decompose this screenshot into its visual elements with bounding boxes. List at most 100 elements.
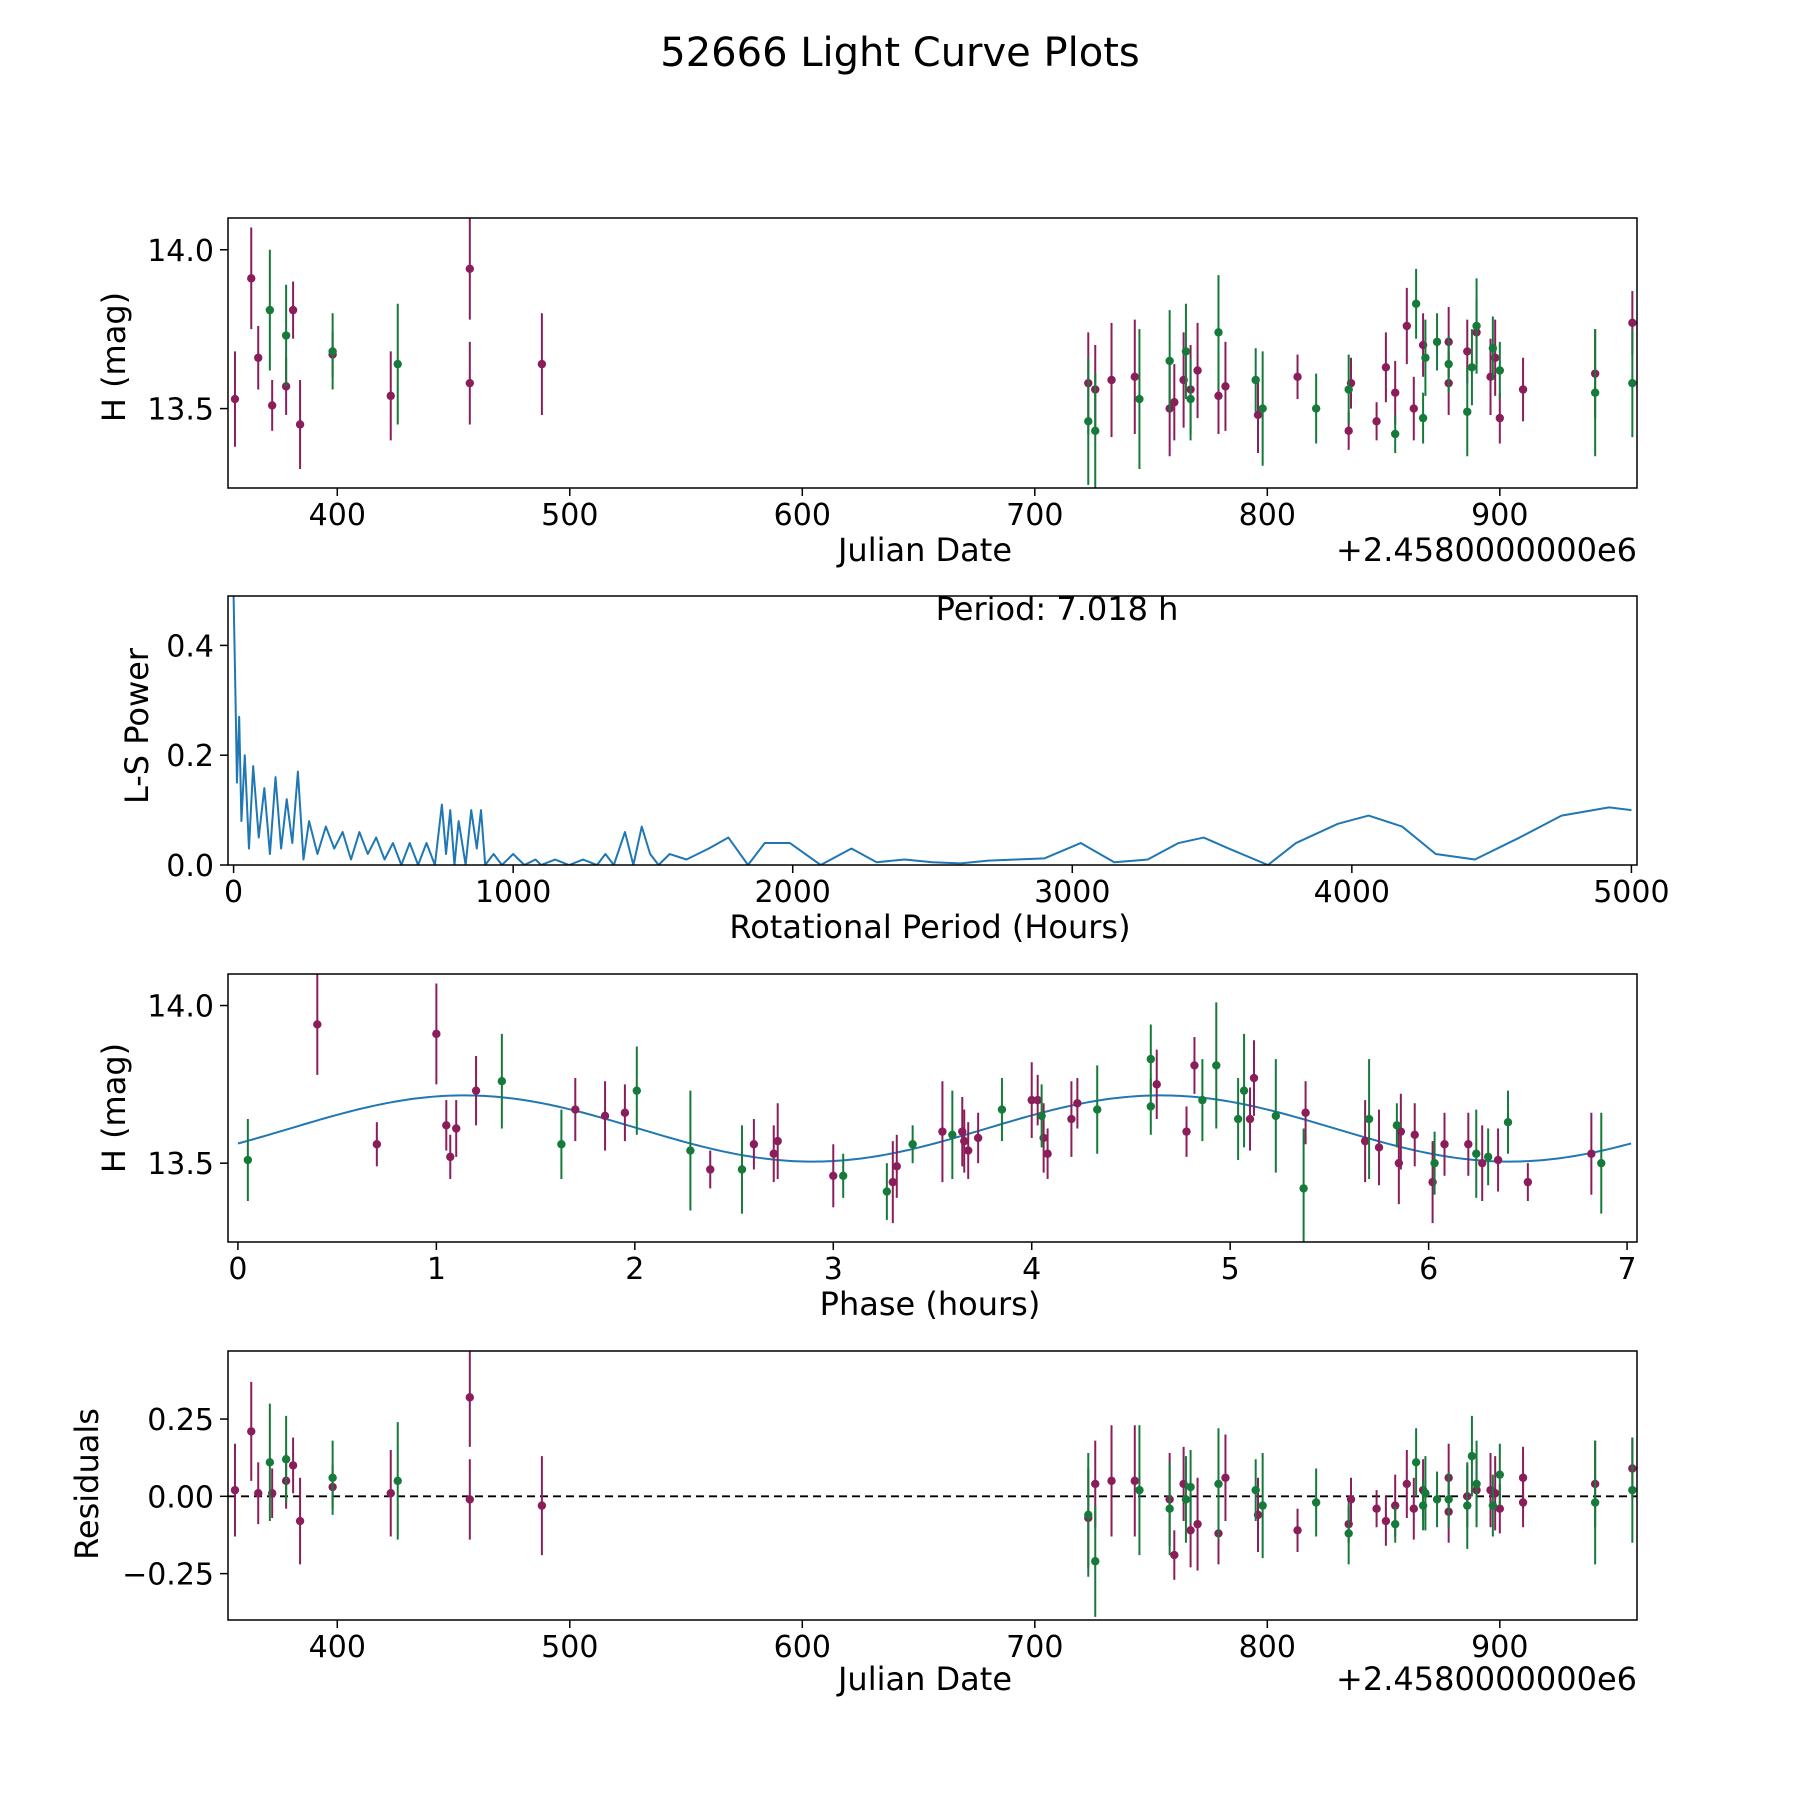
phased-light-curve-filter-b-point <box>1198 1095 1207 1105</box>
residuals-filter-a-point <box>254 1489 263 1498</box>
raw-light-curve-filter-b-point <box>281 331 291 340</box>
raw-light-curve-filter-a-point <box>465 378 475 388</box>
phased-light-curve-filter-b-point <box>1299 1184 1308 1193</box>
figure-title: 52666 Light Curve Plots <box>660 30 1139 76</box>
raw-light-curve-filter-a-point <box>267 401 277 410</box>
phased-light-curve-filter-a-point <box>1073 1099 1082 1108</box>
residuals-filter-b-point <box>328 1473 337 1482</box>
periodogram-xtick-label: 2000 <box>755 875 831 910</box>
raw-light-curve-filter-a-point <box>1402 321 1412 331</box>
raw-light-curve-filter-b-point <box>1186 394 1195 404</box>
phased-light-curve-filter-a-point <box>1245 1114 1255 1124</box>
phased-light-curve-filter-a-point <box>446 1152 455 1162</box>
periodogram-xtick-label: 3000 <box>1034 875 1110 910</box>
phased-light-curve-filter-a-point <box>571 1105 580 1114</box>
periodogram-ytick-label: 0.0 <box>166 849 214 884</box>
residuals-filter-b-point <box>1390 1519 1400 1529</box>
raw-light-curve-filter-b-point <box>1390 429 1400 439</box>
raw-light-curve-filter-b-point <box>1444 359 1453 369</box>
raw-light-curve-panel: H (mag) Julian Date +2.4580000000e6 <box>95 292 1637 569</box>
phased-light-curve-filter-a-point <box>1464 1140 1473 1149</box>
phased-light-curve-filter-b-point <box>1239 1086 1249 1095</box>
phased-light-curve-filter-a-point <box>1396 1127 1406 1136</box>
phased-light-curve-filter-b-point <box>243 1155 253 1165</box>
phased-light-curve-ytick-label: 14.0 <box>147 990 214 1025</box>
phased-light-curve-filter-a-point <box>1190 1061 1199 1070</box>
phased-light-curve-filter-b-point <box>632 1086 642 1095</box>
raw-light-curve-filter-a-point <box>1130 372 1139 382</box>
raw-light-curve-filter-b-point <box>1251 375 1260 385</box>
residuals-filter-b-point <box>1432 1495 1442 1504</box>
phased-light-curve-xtick-label: 0 <box>228 1252 247 1287</box>
phased-light-curve-filter-b-point <box>557 1140 566 1149</box>
residuals-ylabel: Residuals <box>68 1408 106 1560</box>
phased-light-curve-filter-a-point <box>773 1136 782 1146</box>
raw-light-curve-filter-a-point <box>537 359 547 369</box>
phased-light-curve-xtick-label: 1 <box>427 1252 446 1287</box>
raw-light-curve-filter-a-point <box>1214 391 1223 401</box>
phased-light-curve-filter-a-point <box>1152 1080 1161 1089</box>
raw-light-curve-filter-a-point <box>1381 363 1391 372</box>
residuals-filter-a-point <box>1409 1504 1418 1513</box>
raw-light-curve-filter-b-point <box>1411 299 1421 308</box>
phased-light-curve-filter-a-point <box>1440 1140 1449 1149</box>
periodogram-xtick-label: 1000 <box>475 875 551 910</box>
periodogram-panel: L-S Power Rotational Period (Hours) Peri… <box>118 590 1178 946</box>
phased-light-curve-filter-b-point <box>948 1130 957 1140</box>
phased-light-curve-filter-a-point <box>749 1140 759 1149</box>
residuals-filter-a-point <box>1495 1504 1505 1513</box>
phased-light-curve-filter-b-point <box>1483 1152 1493 1162</box>
residuals-filter-b-point <box>1590 1498 1600 1507</box>
phased-light-curve-filter-a-point <box>706 1165 715 1174</box>
phased-light-curve-xlabel: Phase (hours) <box>820 1285 1041 1323</box>
residuals-xlabel: Julian Date <box>836 1660 1012 1698</box>
raw-light-curve-xtick-label: 800 <box>1239 498 1296 533</box>
raw-light-curve-filter-b-point <box>265 305 275 315</box>
phased-light-curve-filter-b-point <box>1503 1117 1513 1127</box>
phased-light-curve-xtick-label: 5 <box>1221 1252 1240 1287</box>
residuals-filter-a-point <box>465 1495 475 1504</box>
raw-light-curve-filter-a-point <box>1253 410 1263 420</box>
phased-light-curve-filter-a-point <box>1374 1143 1384 1152</box>
residuals-filter-a-point <box>386 1489 395 1498</box>
residuals-xtick-label: 800 <box>1239 1630 1296 1665</box>
raw-light-curve-filter-b-point <box>1344 385 1353 394</box>
residuals-filter-b-point <box>1181 1495 1191 1504</box>
residuals-filter-a-point <box>1170 1550 1179 1560</box>
residuals-filter-b-point <box>1251 1485 1260 1495</box>
phased-light-curve-filter-a-point <box>1360 1136 1370 1146</box>
periodogram-ytick-label: 0.2 <box>166 739 214 774</box>
phased-light-curve-filter-a-point <box>620 1108 630 1117</box>
phased-light-curve-filter-a-point <box>1587 1149 1596 1158</box>
phased-light-curve-filter-b-point <box>882 1187 892 1196</box>
phased-light-curve-filter-a-point <box>372 1140 382 1149</box>
phased-light-curve-panel: H (mag) Phase (hours) <box>95 1043 1040 1323</box>
residuals-filter-a-point <box>230 1485 240 1495</box>
residuals-filter-a-point <box>1221 1473 1230 1482</box>
residuals-filter-b-point <box>1421 1489 1430 1498</box>
phased-light-curve-filter-a-point <box>452 1124 461 1133</box>
raw-light-curve-xlabel: Julian Date <box>836 531 1012 569</box>
phased-light-curve-xtick-label: 7 <box>1618 1252 1637 1287</box>
residuals-filter-b-point <box>1258 1501 1267 1510</box>
raw-light-curve-filter-b-point <box>1418 413 1428 423</box>
residuals-filter-a-point <box>1107 1476 1116 1486</box>
raw-light-curve-filter-a-point <box>1107 375 1116 385</box>
residuals-filter-a-point <box>1130 1476 1139 1486</box>
raw-light-curve-filter-a-point <box>1518 385 1528 394</box>
periodogram-plot-area: 0 1000 2000 3000 4000 5000 0.0 0.2 0.4 <box>166 595 1670 910</box>
phased-light-curve-filter-a-point <box>888 1177 898 1187</box>
phased-light-curve-filter-a-point <box>1301 1108 1310 1117</box>
raw-light-curve-xtick-label: 600 <box>774 498 831 533</box>
residuals-filter-a-point <box>247 1427 256 1436</box>
periodogram-power-line <box>232 596 1632 865</box>
residuals-filter-a-point <box>1518 1498 1528 1507</box>
phased-light-curve-xtick-label: 2 <box>625 1252 644 1287</box>
raw-light-curve-filter-b-point <box>1472 321 1481 331</box>
residuals-filter-b-point <box>1344 1529 1353 1538</box>
phased-light-curve-filter-a-point <box>313 1020 322 1029</box>
raw-light-curve-filter-b-point <box>393 359 402 369</box>
phased-light-curve-filter-a-point <box>1523 1177 1533 1187</box>
raw-light-curve-filter-a-point <box>1390 388 1400 397</box>
residuals-filter-a-point <box>1293 1526 1302 1535</box>
